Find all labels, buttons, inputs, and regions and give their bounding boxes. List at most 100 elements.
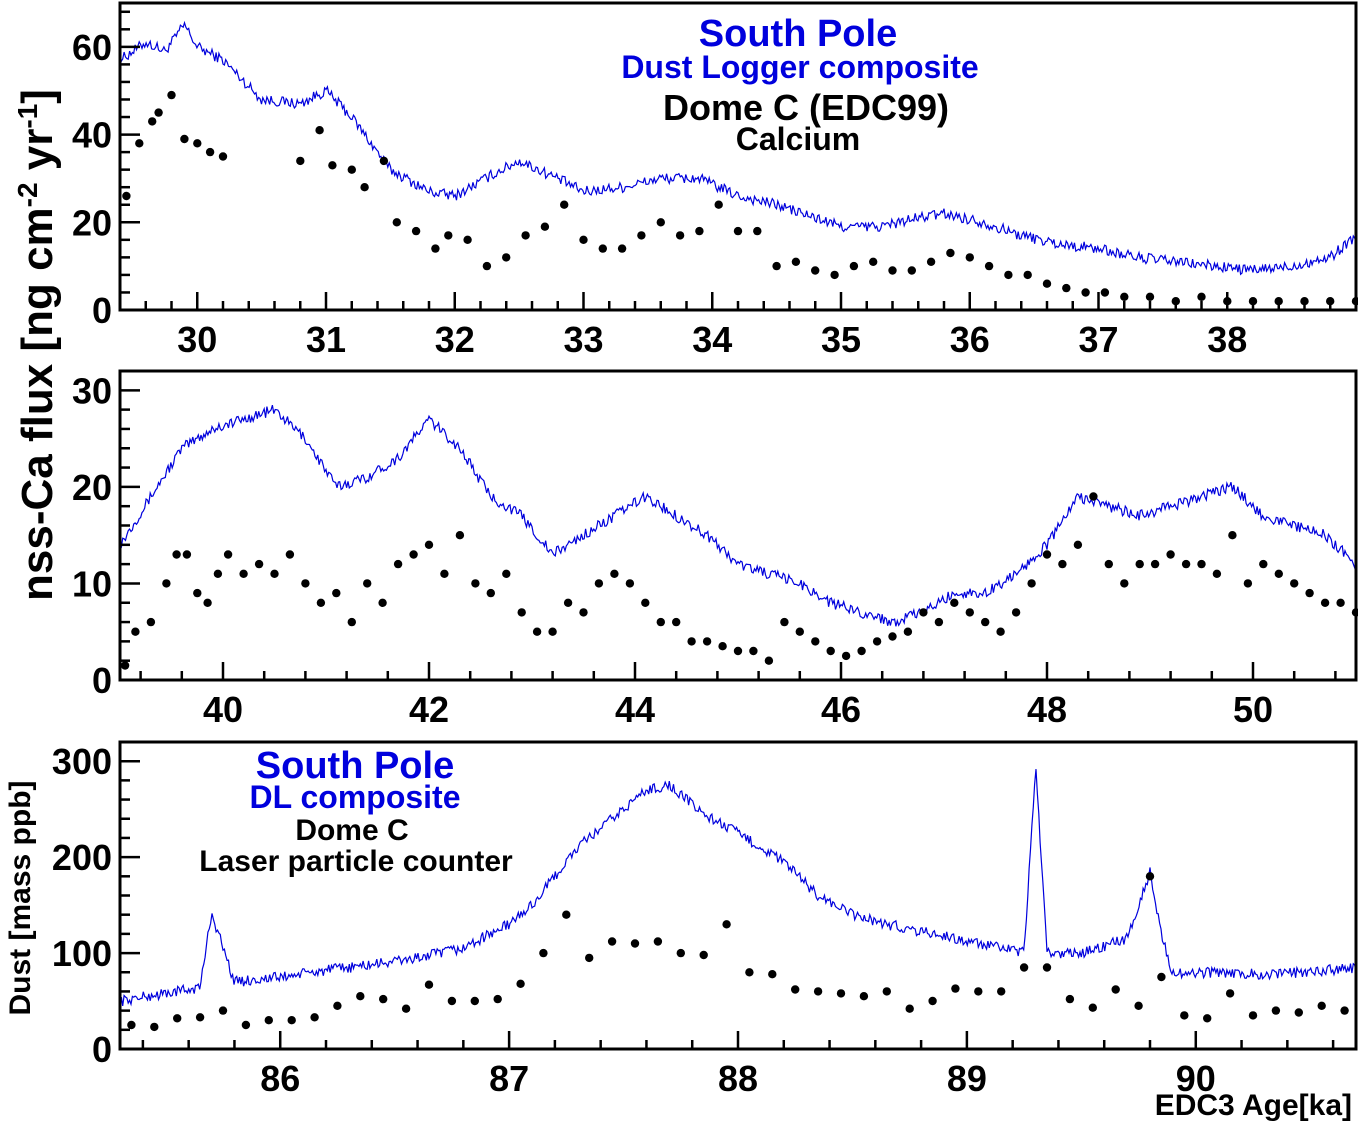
data-point-top <box>830 270 839 280</box>
data-point-middle <box>749 646 758 656</box>
data-point-middle <box>1274 569 1284 578</box>
data-point-top <box>1081 288 1090 297</box>
y-tick-label-bottom: 200 <box>52 837 112 878</box>
data-point-middle <box>131 627 140 636</box>
data-point-middle <box>1320 598 1330 607</box>
bottom-annotations: South Pole DL composite Dome C Laser par… <box>199 745 513 878</box>
y-tick-label-bottom: 300 <box>52 741 112 782</box>
data-point-middle <box>641 598 650 607</box>
data-point-top <box>1062 283 1071 293</box>
x-tick-label-top: 30 <box>177 319 217 360</box>
data-point-middle <box>1135 559 1144 569</box>
data-point-middle <box>996 627 1005 636</box>
data-point-bottom <box>379 994 388 1004</box>
y-tick-label-bottom: 0 <box>92 1029 112 1070</box>
data-point-middle <box>1243 579 1253 588</box>
data-point-middle <box>903 627 913 636</box>
data-point-middle <box>656 617 665 627</box>
bottom-xlabel: EDC3 Age[ka] <box>1155 1089 1352 1122</box>
data-point-bottom <box>1271 1006 1281 1015</box>
data-point-bottom <box>1340 1006 1349 1015</box>
data-point-bottom <box>905 1004 914 1013</box>
bottom-ylabel: Dust [mass ppb] <box>4 780 37 1015</box>
data-point-middle <box>841 651 851 661</box>
data-point-top <box>167 90 176 100</box>
data-point-middle <box>517 608 526 617</box>
bottom-annotation-dl-composite: DL composite <box>250 779 461 815</box>
data-point-top <box>560 200 569 209</box>
data-point-middle <box>1011 608 1021 617</box>
data-point-top <box>431 244 440 253</box>
data-point-middle <box>1212 569 1222 578</box>
data-point-top <box>444 231 453 240</box>
data-point-bottom <box>516 979 525 988</box>
data-point-middle <box>1150 559 1160 569</box>
y-tick-label-top: 0 <box>92 290 112 331</box>
data-point-middle <box>239 569 248 578</box>
data-point-middle <box>764 656 774 665</box>
y-tick-label-middle: 20 <box>72 467 112 508</box>
data-point-bottom <box>791 985 800 994</box>
data-point-top <box>135 139 144 148</box>
data-point-bottom <box>1088 1003 1098 1012</box>
data-point-bottom <box>1317 1001 1326 1010</box>
data-point-middle <box>285 550 295 559</box>
panel-middle: 40 42 44 46 48 50 0 10 20 30 <box>72 369 1358 730</box>
data-point-bottom <box>859 992 869 1001</box>
data-point-bottom <box>562 910 571 919</box>
data-point-bottom <box>493 994 502 1004</box>
data-point-middle <box>471 579 480 588</box>
data-point-top <box>540 222 550 231</box>
data-point-bottom <box>1134 1001 1143 1010</box>
data-point-bottom <box>1065 994 1075 1004</box>
data-point-middle <box>965 608 974 617</box>
y-tick-label-top: 40 <box>72 115 112 156</box>
x-tick-label-top: 38 <box>1207 319 1247 360</box>
data-point-middle <box>1120 579 1129 588</box>
data-point-top <box>579 235 588 244</box>
data-point-middle <box>316 598 326 607</box>
data-point-top <box>926 257 936 266</box>
data-point-top <box>869 257 878 266</box>
data-point-bottom <box>310 1013 319 1022</box>
data-point-middle <box>1228 531 1237 540</box>
data-point-middle <box>795 627 804 636</box>
data-point-middle <box>579 608 588 617</box>
bottom-annotation-lpc: Laser particle counter <box>199 845 513 878</box>
data-point-bottom <box>1157 972 1166 982</box>
data-point-bottom <box>356 992 365 1001</box>
panel-top: 30 31 32 33 34 35 36 37 38 0 20 40 60 <box>72 1 1358 360</box>
data-point-middle <box>146 617 156 627</box>
data-point-middle <box>1166 550 1175 559</box>
data-point-middle <box>1027 579 1036 588</box>
data-point-top <box>180 134 189 144</box>
data-point-middle <box>625 579 635 588</box>
data-point-top <box>907 266 916 275</box>
data-point-middle <box>532 627 542 636</box>
data-point-bottom <box>1042 963 1052 972</box>
data-point-middle <box>981 617 990 627</box>
x-tick-label-middle: 46 <box>821 689 861 730</box>
data-point-top <box>598 244 607 253</box>
data-point-top <box>733 226 743 236</box>
data-point-middle <box>1305 588 1314 598</box>
data-point-top <box>122 191 131 201</box>
data-point-bottom <box>127 1020 136 1030</box>
data-point-top <box>1197 292 1206 301</box>
data-point-middle <box>718 642 727 651</box>
data-point-middle <box>672 617 681 627</box>
data-point-middle <box>934 617 944 627</box>
data-point-bottom <box>241 1020 251 1030</box>
data-point-top <box>1042 279 1052 288</box>
data-point-middle <box>301 579 310 588</box>
data-point-middle <box>378 598 387 607</box>
data-point-middle <box>950 598 959 607</box>
data-point-top <box>411 226 421 236</box>
data-point-middle <box>332 588 341 598</box>
data-point-middle <box>610 569 619 578</box>
data-point-top <box>965 253 974 262</box>
data-point-bottom <box>424 980 434 989</box>
data-point-bottom <box>264 1016 273 1025</box>
data-point-top <box>849 261 859 271</box>
data-point-top <box>695 226 704 236</box>
